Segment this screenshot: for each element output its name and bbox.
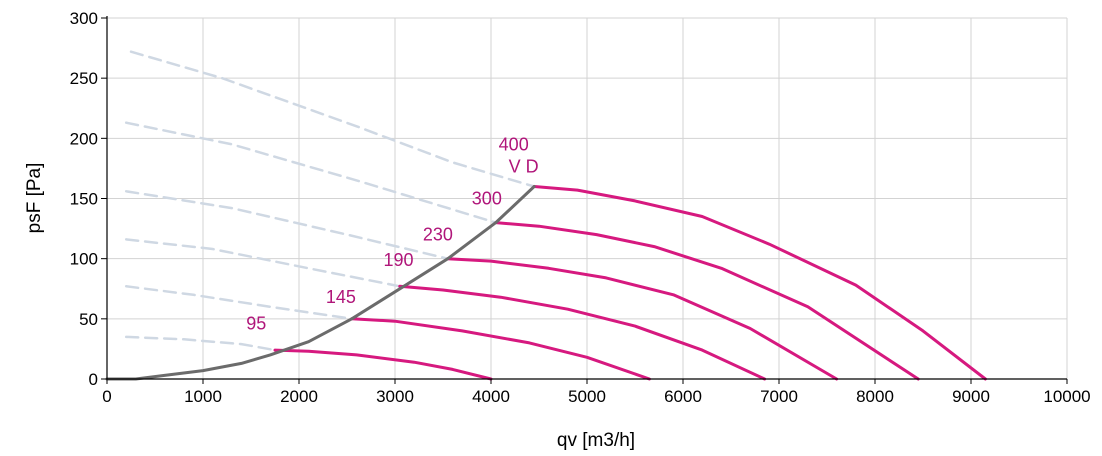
y-tick-label: 300	[70, 9, 98, 28]
y-tick-label: 150	[70, 190, 98, 209]
dashed-curves	[124, 50, 536, 352]
speed-curve-230	[446, 257, 839, 381]
speed-curve-400	[532, 185, 987, 381]
curve-label-300: 300	[472, 189, 502, 209]
axes	[101, 16, 1068, 384]
dashed-curve	[124, 285, 354, 321]
speed-curve-300	[494, 221, 920, 381]
curve-label-400: 400	[499, 134, 529, 154]
x-tick-label: 2000	[280, 387, 318, 406]
curve-label-145: 145	[326, 287, 356, 307]
y-tick-label: 50	[79, 310, 98, 329]
speed-curve-95	[273, 348, 493, 381]
x-tick-label: 4000	[472, 387, 510, 406]
y-tick-label: 0	[89, 370, 98, 389]
dashed-curve	[129, 50, 536, 188]
x-axis-title: qv [m3/h]	[557, 430, 635, 451]
y-axis-title: psF [Pa]	[24, 163, 45, 234]
x-tick-label: 9000	[952, 387, 990, 406]
x-tick-labels: 0 1000 2000 3000 4000 5000 6000 7000 8000 9000 100…	[102, 387, 1090, 406]
curve-label-190: 190	[383, 250, 413, 270]
x-tick-label: 5000	[568, 387, 606, 406]
system-curve-group	[105, 185, 536, 381]
speed-curve-145	[350, 317, 651, 381]
x-tick-label: 0	[102, 387, 111, 406]
dashed-curve	[124, 335, 277, 352]
y-tick-label: 200	[70, 129, 98, 148]
x-tick-label: 8000	[856, 387, 894, 406]
system-curve	[105, 185, 536, 381]
x-tick-label: 7000	[760, 387, 798, 406]
x-tick-label: 3000	[376, 387, 414, 406]
curve-label-vd: V D	[509, 156, 539, 176]
dashed-curve	[124, 121, 498, 224]
curve-label-230: 230	[423, 225, 453, 245]
dashed-curve	[124, 190, 450, 260]
x-tick-label: 6000	[664, 387, 702, 406]
x-tick-label: 10000	[1043, 387, 1090, 406]
speed-curve-190	[398, 284, 767, 381]
y-tick-label: 100	[70, 250, 98, 269]
dashed-curve	[124, 238, 402, 288]
y-tick-labels: 0 50 100 150 200 250 300	[70, 9, 98, 389]
curve-label-95: 95	[246, 314, 266, 334]
speed-curves	[273, 185, 987, 381]
x-tick-label: 1000	[184, 387, 222, 406]
y-tick-label: 250	[70, 69, 98, 88]
